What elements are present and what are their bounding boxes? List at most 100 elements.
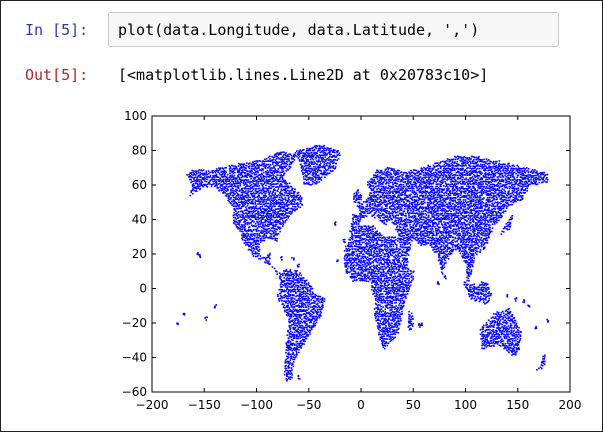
data-point bbox=[323, 149, 326, 152]
data-point bbox=[254, 190, 257, 192]
data-point bbox=[364, 214, 367, 217]
data-point bbox=[360, 262, 362, 264]
data-point bbox=[364, 263, 366, 266]
data-point bbox=[359, 246, 361, 248]
data-point bbox=[297, 194, 300, 197]
data-point bbox=[392, 194, 394, 197]
data-point bbox=[195, 190, 198, 192]
data-point bbox=[368, 275, 370, 278]
data-point bbox=[289, 268, 292, 271]
data-point bbox=[388, 251, 390, 253]
data-point bbox=[287, 347, 289, 349]
data-point bbox=[316, 303, 319, 306]
data-point bbox=[285, 216, 287, 219]
data-point bbox=[315, 145, 317, 147]
data-point bbox=[319, 149, 321, 151]
data-point bbox=[401, 189, 403, 192]
data-point bbox=[219, 186, 221, 188]
data-point bbox=[338, 152, 341, 154]
data-point bbox=[245, 244, 247, 246]
data-point bbox=[322, 148, 325, 150]
data-point bbox=[385, 274, 387, 277]
data-point bbox=[402, 306, 404, 308]
data-point bbox=[391, 218, 393, 221]
data-point bbox=[355, 239, 357, 242]
data-point bbox=[275, 155, 277, 158]
data-point bbox=[286, 205, 289, 208]
data-point bbox=[313, 320, 315, 323]
data-point bbox=[370, 178, 372, 180]
data-point bbox=[247, 170, 249, 172]
data-point bbox=[382, 209, 385, 212]
data-point bbox=[259, 203, 262, 206]
data-point bbox=[265, 199, 268, 201]
data-point bbox=[405, 219, 407, 222]
data-point bbox=[283, 172, 286, 175]
data-point bbox=[288, 313, 290, 315]
data-point bbox=[407, 290, 410, 292]
data-point bbox=[261, 161, 263, 163]
data-point bbox=[245, 167, 247, 169]
data-point bbox=[253, 172, 255, 174]
data-point bbox=[296, 334, 298, 336]
data-point bbox=[402, 273, 404, 276]
data-point bbox=[194, 174, 197, 176]
data-point bbox=[378, 289, 380, 291]
data-point bbox=[305, 157, 307, 160]
code-input-area[interactable]: plot(data.Longitude, data.Latitude, ',') bbox=[108, 12, 559, 47]
data-point bbox=[287, 364, 290, 367]
data-point bbox=[290, 338, 293, 341]
data-point bbox=[262, 218, 264, 220]
data-point bbox=[392, 241, 395, 243]
data-point bbox=[280, 174, 282, 176]
data-point bbox=[368, 268, 370, 271]
data-point bbox=[266, 212, 268, 215]
data-point bbox=[376, 180, 379, 183]
data-point bbox=[308, 154, 311, 157]
data-point bbox=[371, 260, 374, 263]
data-point bbox=[247, 194, 250, 196]
data-point bbox=[397, 311, 399, 313]
data-point bbox=[283, 300, 286, 303]
data-point bbox=[378, 250, 381, 253]
data-point bbox=[366, 253, 369, 255]
data-point bbox=[361, 214, 363, 217]
data-point bbox=[282, 210, 285, 212]
data-point bbox=[311, 147, 313, 149]
data-point bbox=[382, 346, 385, 348]
code-text[interactable]: plot(data.Longitude, data.Latitude, ',') bbox=[118, 21, 480, 39]
data-point bbox=[379, 315, 382, 318]
data-point bbox=[294, 269, 296, 272]
data-point bbox=[321, 298, 324, 300]
data-point bbox=[403, 288, 405, 291]
data-point bbox=[244, 219, 246, 221]
data-point bbox=[247, 198, 250, 201]
data-point bbox=[241, 166, 243, 168]
data-point bbox=[295, 347, 297, 350]
data-point bbox=[320, 170, 323, 172]
data-point bbox=[330, 153, 332, 156]
data-point bbox=[237, 228, 240, 230]
data-point bbox=[284, 282, 286, 285]
data-point bbox=[254, 199, 257, 202]
data-point bbox=[286, 277, 289, 279]
data-point bbox=[383, 236, 385, 238]
data-point bbox=[293, 344, 295, 346]
data-point bbox=[396, 263, 399, 266]
data-point bbox=[353, 198, 355, 200]
data-point bbox=[292, 288, 295, 291]
data-point bbox=[280, 153, 282, 155]
data-point bbox=[370, 262, 372, 264]
data-point bbox=[386, 328, 388, 331]
data-point bbox=[293, 197, 295, 199]
data-point bbox=[391, 168, 393, 170]
data-point bbox=[399, 244, 402, 246]
data-point bbox=[287, 369, 289, 372]
data-point bbox=[361, 255, 363, 258]
data-point bbox=[390, 339, 393, 342]
data-point bbox=[255, 218, 258, 221]
data-point bbox=[393, 323, 396, 326]
data-point bbox=[301, 156, 303, 159]
data-point bbox=[301, 318, 303, 321]
data-point bbox=[374, 299, 377, 301]
